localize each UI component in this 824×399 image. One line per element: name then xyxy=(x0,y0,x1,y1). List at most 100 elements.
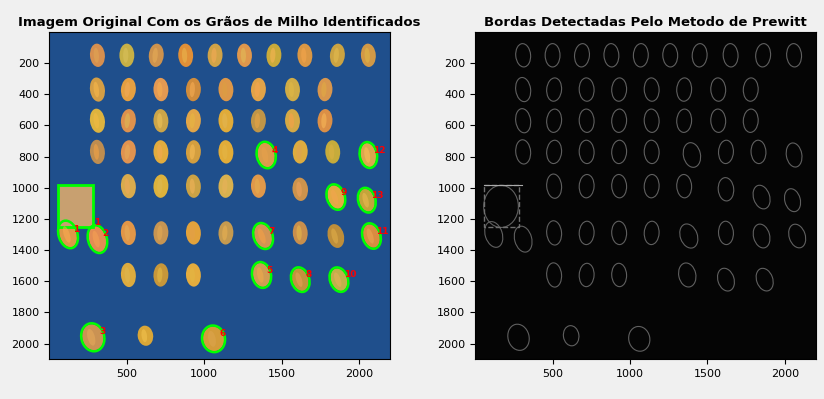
Ellipse shape xyxy=(153,109,168,132)
Text: 12: 12 xyxy=(373,146,386,155)
Ellipse shape xyxy=(325,140,340,164)
Text: 8: 8 xyxy=(305,271,311,279)
Ellipse shape xyxy=(93,113,99,128)
Text: 5: 5 xyxy=(267,266,273,275)
Ellipse shape xyxy=(121,221,136,245)
Ellipse shape xyxy=(121,78,136,101)
Ellipse shape xyxy=(157,179,162,194)
Ellipse shape xyxy=(222,113,227,128)
Ellipse shape xyxy=(360,143,377,167)
Ellipse shape xyxy=(363,193,369,207)
Ellipse shape xyxy=(288,82,294,97)
Ellipse shape xyxy=(153,221,168,245)
Ellipse shape xyxy=(218,140,233,164)
Ellipse shape xyxy=(87,329,96,346)
Ellipse shape xyxy=(285,78,300,101)
Ellipse shape xyxy=(59,221,77,247)
Ellipse shape xyxy=(186,221,201,245)
Text: 4: 4 xyxy=(271,146,278,154)
Ellipse shape xyxy=(153,78,168,101)
Ellipse shape xyxy=(190,113,195,128)
Ellipse shape xyxy=(327,224,344,248)
Ellipse shape xyxy=(364,147,370,163)
Ellipse shape xyxy=(251,109,266,132)
Ellipse shape xyxy=(186,78,201,101)
Ellipse shape xyxy=(331,190,338,205)
Ellipse shape xyxy=(186,109,201,132)
Ellipse shape xyxy=(124,82,130,97)
Ellipse shape xyxy=(149,43,164,67)
Ellipse shape xyxy=(222,225,227,241)
Ellipse shape xyxy=(297,225,302,241)
Ellipse shape xyxy=(90,77,105,102)
Ellipse shape xyxy=(190,179,195,194)
Ellipse shape xyxy=(222,144,227,160)
Ellipse shape xyxy=(124,144,130,160)
Bar xyxy=(484,186,518,227)
Text: 6: 6 xyxy=(220,329,226,338)
Ellipse shape xyxy=(121,109,136,132)
Ellipse shape xyxy=(157,113,162,128)
Ellipse shape xyxy=(208,331,216,347)
Ellipse shape xyxy=(255,179,260,194)
Text: 3: 3 xyxy=(99,328,105,336)
Ellipse shape xyxy=(123,48,129,63)
Text: 2: 2 xyxy=(102,229,109,238)
Ellipse shape xyxy=(218,78,233,101)
Ellipse shape xyxy=(317,109,332,132)
Ellipse shape xyxy=(361,43,376,67)
Ellipse shape xyxy=(321,113,326,128)
Ellipse shape xyxy=(186,263,201,286)
Ellipse shape xyxy=(334,273,341,287)
Ellipse shape xyxy=(292,268,309,291)
Text: 9: 9 xyxy=(340,188,347,197)
Ellipse shape xyxy=(329,144,335,160)
Ellipse shape xyxy=(293,140,307,164)
Ellipse shape xyxy=(157,267,162,282)
Title: Imagem Original Com os Grãos de Milho Identificados: Imagem Original Com os Grãos de Milho Id… xyxy=(18,16,421,30)
Ellipse shape xyxy=(297,144,302,160)
Ellipse shape xyxy=(208,43,222,67)
Ellipse shape xyxy=(364,48,370,63)
Ellipse shape xyxy=(190,225,195,241)
Ellipse shape xyxy=(261,147,269,163)
Ellipse shape xyxy=(94,144,99,160)
Ellipse shape xyxy=(186,174,201,198)
Text: 11: 11 xyxy=(377,227,389,236)
Ellipse shape xyxy=(124,267,130,283)
Ellipse shape xyxy=(203,326,224,351)
Ellipse shape xyxy=(124,178,130,194)
Ellipse shape xyxy=(182,48,187,63)
Ellipse shape xyxy=(266,43,281,67)
Ellipse shape xyxy=(90,140,105,164)
Ellipse shape xyxy=(257,143,275,167)
Ellipse shape xyxy=(119,43,134,67)
Ellipse shape xyxy=(82,324,104,350)
Ellipse shape xyxy=(124,113,130,128)
Ellipse shape xyxy=(251,78,266,101)
Ellipse shape xyxy=(121,140,136,164)
Ellipse shape xyxy=(257,267,264,283)
Text: 1: 1 xyxy=(73,225,79,234)
Ellipse shape xyxy=(330,43,345,67)
Ellipse shape xyxy=(152,48,158,63)
Title: Bordas Detectadas Pelo Metodo de Prewitt: Bordas Detectadas Pelo Metodo de Prewitt xyxy=(484,16,807,30)
Text: 13: 13 xyxy=(372,191,384,200)
Ellipse shape xyxy=(296,273,302,287)
Ellipse shape xyxy=(288,113,294,128)
Ellipse shape xyxy=(153,263,168,286)
Ellipse shape xyxy=(138,326,153,346)
Ellipse shape xyxy=(258,228,265,244)
Ellipse shape xyxy=(90,109,105,133)
Ellipse shape xyxy=(178,43,193,67)
Ellipse shape xyxy=(358,189,375,211)
Ellipse shape xyxy=(121,174,136,198)
Ellipse shape xyxy=(153,140,168,164)
Ellipse shape xyxy=(317,78,332,101)
Ellipse shape xyxy=(255,82,260,97)
Ellipse shape xyxy=(321,82,326,97)
Ellipse shape xyxy=(157,144,162,160)
Ellipse shape xyxy=(297,43,312,67)
Ellipse shape xyxy=(285,109,300,132)
Ellipse shape xyxy=(88,226,106,252)
